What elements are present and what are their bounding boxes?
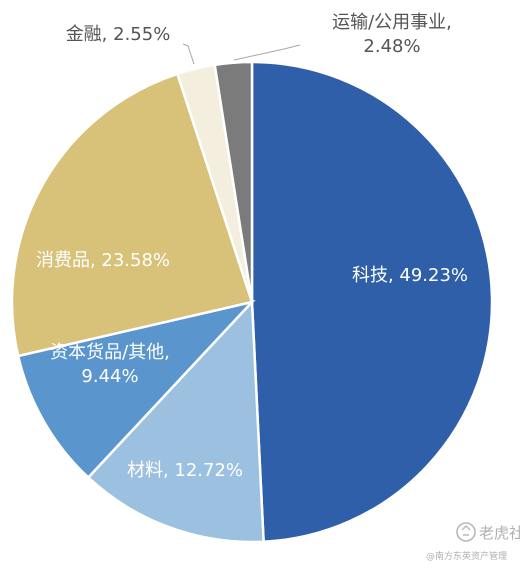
leader-lines-layer — [182, 43, 301, 65]
leader-line-5 — [233, 44, 301, 61]
watermark-subtitle: @南方东英资产管理 — [426, 550, 507, 562]
data-label-5: 运输/公用事业, 2.48% — [332, 12, 452, 57]
data-label-2: 资本货品/其他, 9.44% — [50, 342, 170, 387]
data-label-4-line-0: 金融, 2.55% — [66, 24, 171, 45]
data-labels-layer: 科技, 49.23% 材料, 12.72% 资本货品/其他, 9.44% 消费品, 23… — [36, 12, 468, 481]
data-label-3-line-0: 消费品, 23.58% — [36, 250, 170, 271]
leader-line-4 — [182, 43, 195, 65]
data-label-1-line-0: 材料, 12.72% — [127, 460, 243, 481]
data-label-1: 材料, 12.72% — [127, 460, 243, 481]
tiger-logo-icon — [456, 522, 476, 542]
pie-slice-2 — [16, 299, 256, 480]
watermark: 老虎社区 @南方东英资产管理 — [426, 522, 520, 562]
slices-layer — [10, 60, 494, 544]
data-label-0-line-0: 科技, 49.23% — [352, 265, 468, 286]
data-label-2-line-1: 9.44% — [81, 366, 138, 387]
data-label-5-line-0: 运输/公用事业, — [332, 12, 452, 33]
pie-slice-5 — [213, 60, 254, 303]
data-label-3: 消费品, 23.58% — [36, 250, 170, 271]
pie-slice-3 — [10, 72, 254, 358]
data-label-2-line-0: 资本货品/其他, — [50, 342, 170, 363]
watermark-title: 老虎社区 — [479, 524, 520, 542]
pie-slice-1 — [86, 298, 265, 544]
data-label-0: 科技, 49.23% — [352, 265, 468, 286]
data-label-4: 金融, 2.55% — [66, 24, 171, 45]
pie-slice-0 — [250, 60, 494, 544]
data-label-5-line-1: 2.48% — [363, 36, 420, 57]
